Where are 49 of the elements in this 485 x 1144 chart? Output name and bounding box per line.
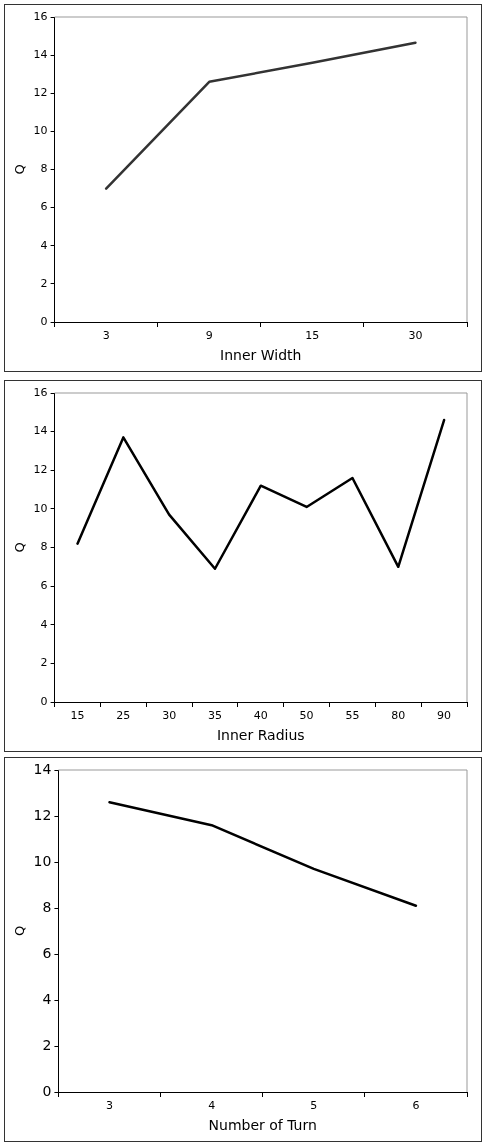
y-tick-label: 8 [42,898,52,915]
x-tick-label: 50 [299,709,314,723]
x-tick-label: 30 [162,709,177,723]
x-tick-label: 25 [116,709,131,723]
y-tick-label: 6 [40,200,48,214]
y-tick-label: 10 [33,501,48,515]
y-tick-label: 16 [33,385,48,399]
x-tick-label: 4 [208,1099,216,1113]
y-tick-label: 10 [33,124,48,138]
x-tick-label: 6 [412,1099,420,1113]
x-axis-title: Inner Radius [216,727,305,744]
x-tick-label: 55 [345,709,360,723]
y-tick-label: 8 [40,162,48,176]
x-tick-label: 3 [102,329,110,343]
y-tick-label: 0 [40,314,48,328]
x-axis-title: Number of Turn [208,1117,317,1134]
y-tick-label: 0 [42,1082,52,1099]
y-tick-label: 2 [40,656,48,670]
x-tick-label: 30 [408,329,423,343]
x-axis-title: Inner Width [220,347,302,364]
y-tick-label: 12 [33,463,48,477]
x-tick-label: 9 [205,329,213,343]
x-tick-label: 40 [253,709,268,723]
y-tick-label: 2 [40,276,48,290]
y-axis-title: Q [12,542,28,553]
y-tick-label: 4 [40,617,48,631]
y-tick-label: 6 [42,944,52,961]
y-tick-label: 14 [33,47,48,61]
y-tick-label: 14 [33,424,48,438]
y-tick-label: 6 [40,578,48,592]
x-tick-label: 15 [305,329,320,343]
y-tick-label: 16 [33,9,48,23]
y-tick-label: 2 [42,1036,52,1053]
x-tick-label: 15 [70,709,85,723]
x-tick-label: 3 [105,1099,113,1113]
y-tick-label: 8 [40,540,48,554]
y-axis-title: Q [12,925,28,937]
y-tick-label: 10 [33,852,52,869]
y-tick-label: 14 [33,760,52,777]
y-tick-label: 12 [33,806,52,823]
x-tick-label: 35 [207,709,222,723]
y-tick-label: 4 [40,238,48,252]
y-tick-label: 12 [33,86,48,100]
x-tick-label: 5 [310,1099,318,1113]
x-tick-label: 80 [391,709,406,723]
y-tick-label: 0 [40,694,48,708]
y-tick-label: 4 [42,990,52,1007]
x-tick-label: 90 [437,709,452,723]
y-axis-title: Q [12,164,28,175]
